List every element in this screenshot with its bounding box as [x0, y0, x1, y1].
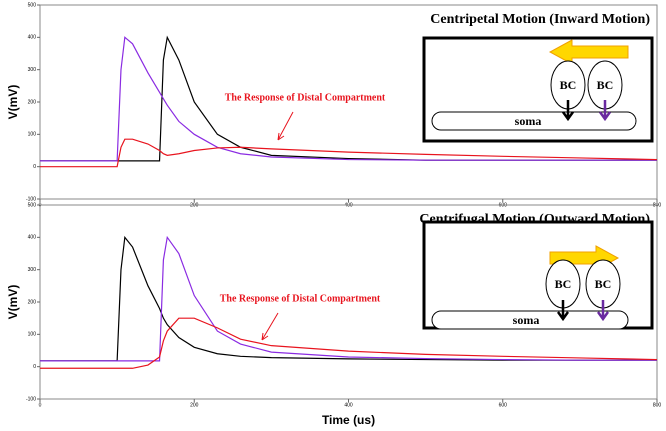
y-tick-label: 400: [28, 235, 37, 241]
x-tick-label: 0: [39, 402, 42, 408]
bc-label: BC: [595, 277, 612, 291]
bc-label: BC: [560, 78, 577, 92]
y-tick-label: 500: [28, 202, 37, 208]
inset-bottom: BC BC soma: [422, 220, 654, 330]
arrow: [598, 100, 612, 122]
annotation: The Response of Distal Compartment: [225, 92, 386, 103]
x-tick-label: 600: [499, 402, 508, 408]
soma-shape: [431, 111, 637, 131]
bc-label: BC: [555, 277, 572, 291]
arrow: [561, 100, 575, 122]
y-tick-label: 400: [28, 35, 37, 41]
y-tick-label: 200: [28, 99, 37, 105]
y-tick-label: 200: [28, 299, 37, 305]
y-axis-label: V(mV): [6, 85, 20, 120]
x-tick-label: 800: [653, 402, 662, 408]
y-axis-label: V(mV): [6, 285, 20, 320]
soma-label: soma: [515, 114, 542, 128]
series-line: [40, 235, 657, 362]
y-tick-label: 300: [28, 67, 37, 73]
soma-label: soma: [513, 313, 540, 327]
x-tick-label: 200: [190, 402, 199, 408]
y-tick-label: 500: [28, 2, 37, 8]
arrow: [556, 300, 570, 322]
inset-top: BC BC soma: [422, 36, 654, 143]
y-tick-label: 0: [33, 364, 36, 370]
y-tick-label: 100: [28, 332, 37, 338]
bc-label: BC: [597, 78, 614, 92]
soma-shape: [431, 310, 629, 330]
annotation: The Response of Distal Compartment: [220, 293, 381, 304]
annotation-arrow: [261, 312, 279, 341]
series-line: [40, 235, 657, 362]
x-axis-label: Time (us): [322, 413, 375, 427]
y-tick-label: 0: [33, 164, 36, 170]
annotation-arrow: [277, 111, 294, 141]
y-tick-label: -100: [26, 396, 36, 402]
direction-arrow: [548, 39, 629, 65]
panel-title: Centripetal Motion (Inward Motion): [430, 12, 650, 27]
series-line: [40, 138, 658, 168]
y-tick-label: 100: [28, 132, 37, 138]
arrow: [596, 300, 610, 322]
y-tick-label: -100: [26, 196, 36, 202]
series-line: [40, 317, 658, 369]
x-tick-label: 400: [344, 402, 353, 408]
y-tick-label: 300: [28, 267, 37, 273]
series-line: [40, 36, 657, 162]
